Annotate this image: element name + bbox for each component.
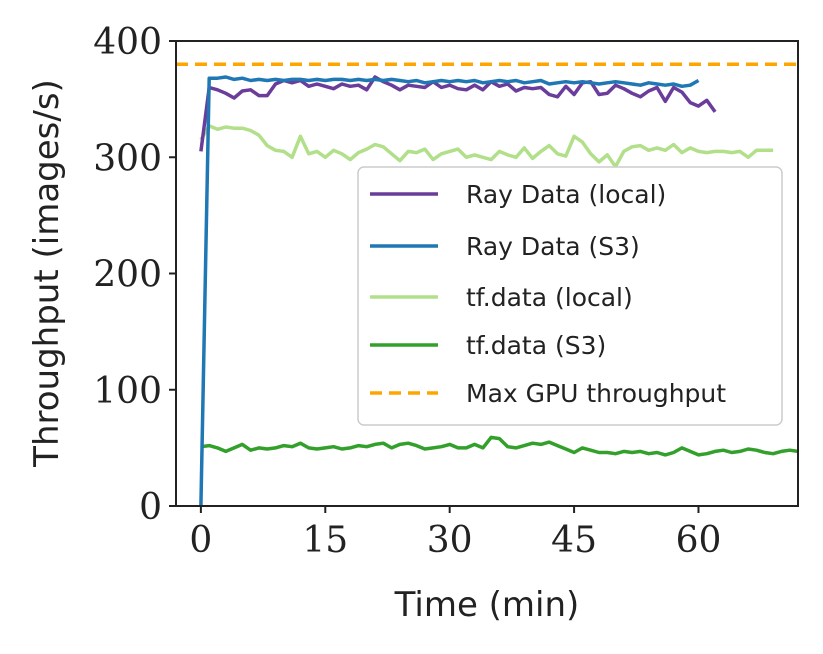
y-tick-label-200: 200 <box>93 255 162 296</box>
series-layer <box>176 62 798 506</box>
legend-label-ray-s3: Ray Data (S3) <box>466 232 640 261</box>
x-tick-label-0: 0 <box>189 520 212 561</box>
legend-label-tf-s3: tf.data (S3) <box>466 331 606 360</box>
y-tick-label-300: 300 <box>93 138 162 179</box>
legend-label-tf-local: tf.data (local) <box>466 283 633 312</box>
y-tick-label-0: 0 <box>139 487 162 528</box>
x-axis-label: Time (min) <box>394 585 580 625</box>
legend-label-max-gpu: Max GPU throughput <box>466 379 726 408</box>
y-tick-label-100: 100 <box>93 371 162 412</box>
x-tick-label-60: 60 <box>676 520 722 561</box>
legend-box <box>357 166 783 426</box>
series-line-tf-data-local <box>199 124 774 169</box>
x-tick-label-45: 45 <box>551 520 597 561</box>
series-line-ray-data-s3 <box>199 75 700 506</box>
series-line-tf-data-s3 <box>200 435 798 457</box>
legend-label-ray-local: Ray Data (local) <box>466 180 666 209</box>
ticks-layer: 0 15 30 45 60 0 100 200 300 400 <box>93 22 721 561</box>
y-tick-label-400: 400 <box>93 22 162 63</box>
x-tick-label-30: 30 <box>427 520 473 561</box>
x-tick-label-15: 15 <box>302 520 348 561</box>
legend: Ray Data (local) Ray Data (S3) tf.data (… <box>357 166 783 426</box>
y-axis-label: Throughput (images/s) <box>27 79 67 468</box>
